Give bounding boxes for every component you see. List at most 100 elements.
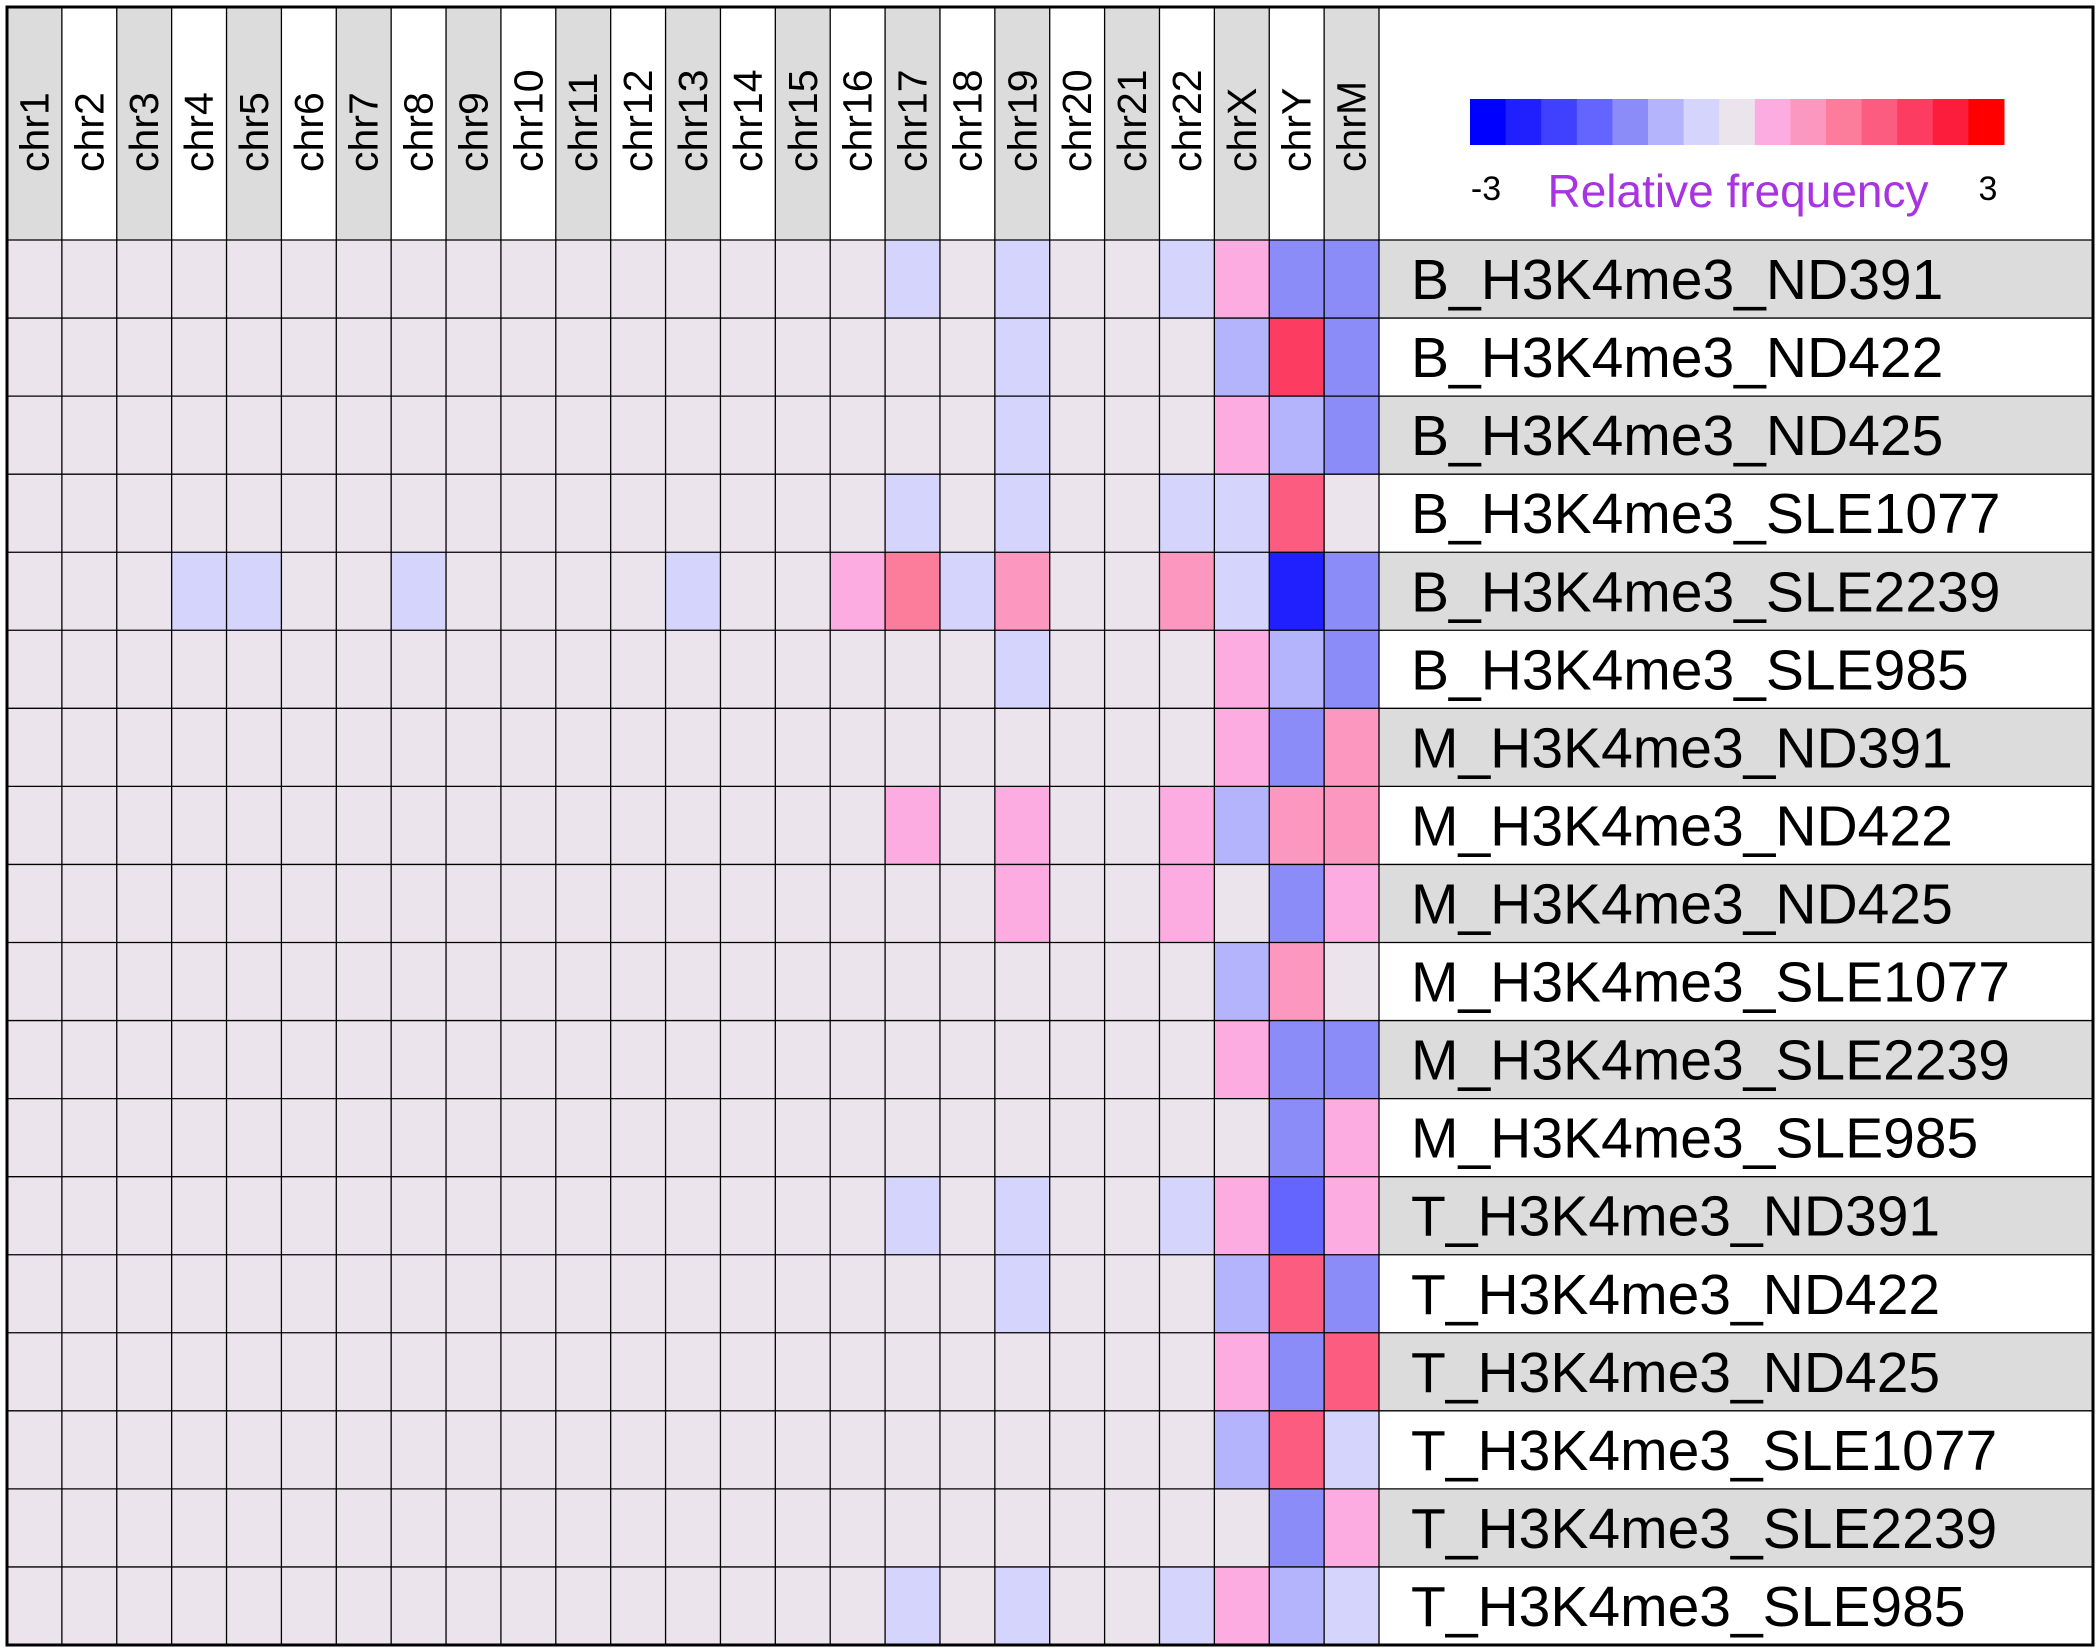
- row-label-cell-B_H3K4me3_ND425: [1379, 396, 2093, 475]
- row-label-cell-T_H3K4me3_ND422: [1379, 1254, 2093, 1333]
- heatmap-cell-M_H3K4me3_ND391-chr2: [61, 708, 117, 787]
- heatmap-cell-B_H3K4me3_SLE2239-chr5: [226, 552, 282, 631]
- heatmap-cell-T_H3K4me3_ND391-chr17: [885, 1176, 940, 1255]
- column-label-chr18: chr18: [944, 69, 990, 172]
- heatmap-cell-B_H3K4me3_SLE2239-chrM: [1324, 552, 1379, 631]
- heatmap-cell-B_H3K4me3_SLE2239-chr8: [391, 552, 447, 631]
- heatmap-cell-T_H3K4me3_ND422-chr18: [939, 1254, 995, 1333]
- heatmap-cell-M_H3K4me3_ND391-chr6: [281, 708, 337, 787]
- row-label-cell-M_H3K4me3_ND425: [1379, 864, 2093, 943]
- heatmap-cell-B_H3K4me3_ND422-chr5: [226, 318, 282, 397]
- heatmap-cell-M_H3K4me3_SLE2239-chr13: [665, 1020, 721, 1099]
- heatmap-cell-M_H3K4me3_SLE985-chr5: [226, 1098, 282, 1177]
- heatmap-cell-M_H3K4me3_ND422-chr13: [665, 786, 721, 865]
- heatmap-cell-B_H3K4me3_SLE985-chr12: [610, 630, 666, 709]
- heatmap-cell-M_H3K4me3_ND391-chrX: [1214, 708, 1270, 787]
- heatmap-cell-M_H3K4me3_SLE2239-chr15: [775, 1020, 831, 1099]
- heatmap-cell-M_H3K4me3_ND425-chr21: [1104, 864, 1160, 943]
- heatmap-cell-B_H3K4me3_SLE1077-chr8: [391, 474, 447, 553]
- heatmap-cell-T_H3K4me3_SLE1077-chr14: [720, 1410, 776, 1489]
- heatmap-cell-M_H3K4me3_SLE2239-chr14: [720, 1020, 776, 1099]
- heatmap-cell-M_H3K4me3_ND422-chr19: [994, 786, 1050, 865]
- heatmap-cell-B_H3K4me3_ND422-chr22: [1159, 318, 1215, 397]
- heatmap-cell-T_H3K4me3_SLE985-chr16: [830, 1566, 886, 1645]
- heatmap-cell-B_H3K4me3_SLE985-chr4: [171, 630, 227, 709]
- heatmap-cell-B_H3K4me3_ND425-chr9: [446, 396, 501, 475]
- legend-color-bar: [1470, 99, 2005, 145]
- heatmap-cell-B_H3K4me3_SLE985-chr9: [446, 630, 501, 709]
- heatmap-cell-T_H3K4me3_ND422-chr1: [7, 1254, 62, 1333]
- heatmap-cell-M_H3K4me3_SLE1077-chr7: [336, 942, 392, 1021]
- heatmap-cell-T_H3K4me3_SLE985-chr7: [336, 1566, 392, 1645]
- heatmap-cell-B_H3K4me3_SLE985-chrX: [1214, 630, 1270, 709]
- heatmap-cell-T_H3K4me3_SLE1077-chr4: [171, 1410, 227, 1489]
- heatmap-cell-T_H3K4me3_SLE2239-chr6: [281, 1488, 337, 1567]
- heatmap-cell-M_H3K4me3_SLE1077-chr3: [116, 942, 172, 1021]
- heatmap-cell-M_H3K4me3_SLE2239-chr3: [116, 1020, 172, 1099]
- heatmap-cell-M_H3K4me3_ND391-chr15: [775, 708, 831, 787]
- heatmap-cell-T_H3K4me3_SLE1077-chr2: [61, 1410, 117, 1489]
- heatmap-cell-M_H3K4me3_SLE1077-chr22: [1159, 942, 1215, 1021]
- heatmap-cell-T_H3K4me3_ND391-chr16: [830, 1176, 886, 1255]
- column-header-cell-chr14: [720, 7, 776, 240]
- row-label-B_H3K4me3_SLE985: B_H3K4me3_SLE985: [1411, 638, 1969, 702]
- heatmap-cell-B_H3K4me3_ND391-chr8: [391, 240, 447, 319]
- heatmap-cell-T_H3K4me3_ND422-chr20: [1049, 1254, 1105, 1333]
- heatmap-cell-M_H3K4me3_ND391-chrY: [1269, 708, 1325, 787]
- heatmap-cell-B_H3K4me3_SLE2239-chr19: [994, 552, 1050, 631]
- heatmap-cell-B_H3K4me3_ND425-chr21: [1104, 396, 1160, 475]
- row-label-M_H3K4me3_SLE985: M_H3K4me3_SLE985: [1411, 1107, 1978, 1171]
- heatmap-cell-B_H3K4me3_SLE1077-chr15: [775, 474, 831, 553]
- heatmap-cell-T_H3K4me3_ND391-chr11: [555, 1176, 611, 1255]
- heatmap-cell-B_H3K4me3_ND425-chr12: [610, 396, 666, 475]
- heatmap-cell-M_H3K4me3_ND391-chr9: [446, 708, 501, 787]
- heatmap-cell-M_H3K4me3_ND425-chr14: [720, 864, 776, 943]
- heatmap-cell-T_H3K4me3_SLE985-chr8: [391, 1566, 447, 1645]
- heatmap-cell-T_H3K4me3_SLE1077-chr20: [1049, 1410, 1105, 1489]
- heatmap-cell-M_H3K4me3_SLE2239-chr20: [1049, 1020, 1105, 1099]
- column-header-cell-chr3: [116, 7, 172, 240]
- row-label-cell-M_H3K4me3_ND391: [1379, 708, 2093, 787]
- heatmap-cell-M_H3K4me3_ND391-chr12: [610, 708, 666, 787]
- heatmap-cell-M_H3K4me3_SLE1077-chr17: [885, 942, 940, 1021]
- heatmap-cell-B_H3K4me3_ND425-chr8: [391, 396, 447, 475]
- heatmap-cell-M_H3K4me3_SLE985-chr7: [336, 1098, 392, 1177]
- heatmap-cell-T_H3K4me3_SLE1077-chr13: [665, 1410, 721, 1489]
- heatmap-cell-B_H3K4me3_SLE2239-chr16: [830, 552, 886, 631]
- heatmap-cell-T_H3K4me3_ND391-chr22: [1159, 1176, 1215, 1255]
- heatmap-cell-M_H3K4me3_ND422-chr8: [391, 786, 447, 865]
- heatmap-cell-T_H3K4me3_ND391-chr9: [446, 1176, 501, 1255]
- heatmap-cell-T_H3K4me3_SLE985-chr15: [775, 1566, 831, 1645]
- heatmap-cell-T_H3K4me3_ND391-chrY: [1269, 1176, 1325, 1255]
- row-label-cell-M_H3K4me3_SLE985: [1379, 1098, 2093, 1177]
- column-label-chr15: chr15: [780, 69, 826, 172]
- heatmap-cell-M_H3K4me3_ND422-chr20: [1049, 786, 1105, 865]
- heatmap-cell-B_H3K4me3_SLE1077-chr18: [939, 474, 995, 553]
- heatmap-cell-T_H3K4me3_SLE2239-chr3: [116, 1488, 172, 1567]
- heatmap-cell-T_H3K4me3_SLE985-chr6: [281, 1566, 337, 1645]
- column-header-cell-chr16: [830, 7, 886, 240]
- heatmap-cell-B_H3K4me3_ND422-chr14: [720, 318, 776, 397]
- heatmap-cell-B_H3K4me3_ND425-chr2: [61, 396, 117, 475]
- heatmap-cell-T_H3K4me3_SLE2239-chr10: [500, 1488, 556, 1567]
- heatmap-cell-T_H3K4me3_SLE985-chr13: [665, 1566, 721, 1645]
- heatmap-cell-M_H3K4me3_SLE985-chr3: [116, 1098, 172, 1177]
- heatmap-cell-M_H3K4me3_ND422-chr17: [885, 786, 940, 865]
- column-label-chr14: chr14: [725, 69, 771, 172]
- heatmap-cell-B_H3K4me3_SLE1077-chr5: [226, 474, 282, 553]
- heatmap-cell-B_H3K4me3_ND422-chr10: [500, 318, 556, 397]
- column-label-chr22: chr22: [1164, 69, 1210, 172]
- heatmap-cell-B_H3K4me3_SLE985-chrM: [1324, 630, 1379, 709]
- heatmap-cell-T_H3K4me3_SLE985-chr18: [939, 1566, 995, 1645]
- heatmap-cell-M_H3K4me3_SLE1077-chr5: [226, 942, 282, 1021]
- chart-border: [5, 5, 2095, 1647]
- heatmap-cell-B_H3K4me3_SLE1077-chr20: [1049, 474, 1105, 553]
- heatmap-cell-B_H3K4me3_ND391-chr4: [171, 240, 227, 319]
- heatmap-cell-B_H3K4me3_SLE1077-chr2: [61, 474, 117, 553]
- legend-swatch: [1719, 99, 1756, 145]
- heatmap-cell-M_H3K4me3_SLE2239-chr9: [446, 1020, 501, 1099]
- heatmap-cell-M_H3K4me3_SLE1077-chr20: [1049, 942, 1105, 1021]
- heatmap-cell-T_H3K4me3_SLE985-chr1: [7, 1566, 62, 1645]
- heatmap-cell-T_H3K4me3_ND422-chr9: [446, 1254, 501, 1333]
